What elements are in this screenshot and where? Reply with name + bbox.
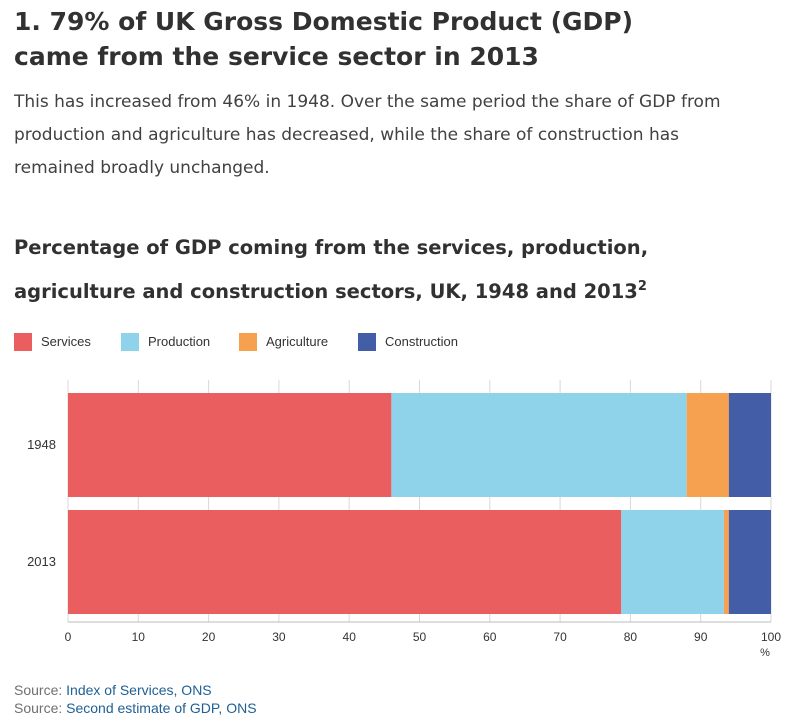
x-axis-unit: %	[760, 647, 770, 659]
bar-production-1948	[391, 393, 687, 497]
x-tick-label: 30	[272, 630, 286, 644]
bar-services-2013	[68, 510, 622, 614]
chart-title: Percentage of GDP coming from the servic…	[14, 226, 714, 314]
legend-swatch-construction	[358, 333, 376, 351]
sources: Source: Index of Services, ONS Source: S…	[14, 681, 257, 717]
intro-paragraph: This has increased from 46% in 1948. Ove…	[14, 92, 721, 178]
legend-label-production: Production	[148, 334, 211, 349]
legend-swatch-production	[121, 333, 139, 351]
chart-title-footnote: 2	[637, 279, 647, 294]
x-tick-label: 10	[132, 630, 146, 644]
bar-production-2013	[621, 510, 724, 614]
page-headline: 1. 79% of UK Gross Domestic Product (GDP…	[14, 7, 634, 71]
legend-swatch-agriculture	[239, 333, 257, 351]
y-tick-label: 1948	[27, 437, 56, 452]
x-tick-label: 0	[65, 630, 72, 644]
source-prefix: Source:	[14, 682, 67, 698]
legend-label-construction: Construction	[385, 334, 458, 349]
x-tick-label: 60	[483, 630, 497, 644]
x-tick-label: 40	[343, 630, 357, 644]
y-tick-label: 2013	[27, 554, 56, 569]
legend-label-services: Services	[41, 334, 91, 349]
bar-construction-2013	[728, 510, 771, 614]
source-link-index-of-services[interactable]: Index of Services, ONS	[66, 682, 212, 698]
source-prefix: Source:	[14, 700, 67, 716]
legend-label-agriculture: Agriculture	[266, 334, 329, 349]
x-tick-label: 90	[694, 630, 708, 644]
source-link-second-estimate-gdp[interactable]: Second estimate of GDP, ONS	[66, 700, 257, 716]
x-tick-label: 50	[413, 630, 427, 644]
bar-agriculture-2013	[723, 510, 729, 614]
source-line-2: Source: Second estimate of GDP, ONS	[14, 699, 257, 717]
x-tick-label: 70	[553, 630, 567, 644]
bar-agriculture-1948	[686, 393, 729, 497]
legend-swatch-services	[14, 333, 32, 351]
bar-construction-1948	[728, 393, 771, 497]
source-line-1: Source: Index of Services, ONS	[14, 681, 257, 699]
x-tick-label: 20	[202, 630, 216, 644]
chart-title-text: Percentage of GDP coming from the servic…	[14, 236, 649, 303]
stacked-bar-chart: 1948 2013 0 10 20 30 40 50 60 70 80 90 100%	[27, 380, 781, 659]
x-tick-label: 100	[761, 630, 781, 644]
bar-services-1948	[68, 393, 392, 497]
x-tick-label: 80	[624, 630, 638, 644]
